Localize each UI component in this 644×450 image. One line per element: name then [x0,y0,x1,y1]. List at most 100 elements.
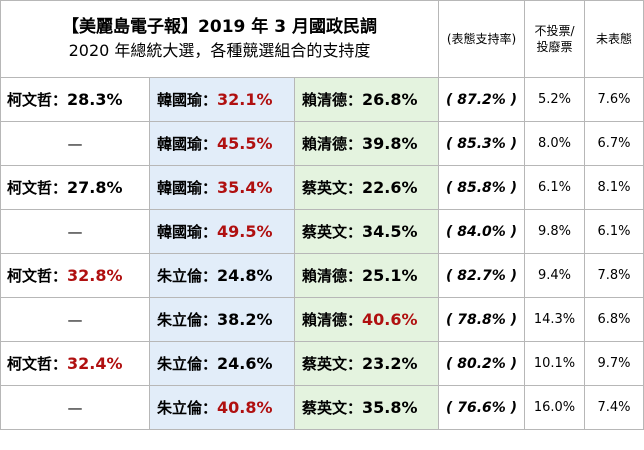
dpp-candidate-cell: 蔡英文：34.5% [293,209,440,254]
no-vote-cell: 9.8% [524,209,586,254]
ko-cell: 柯文哲：27.8% [0,165,150,210]
poll-results-table: 【美麗島電子報】2019 年 3 月國政民調 2020 年總統大選，各種競選組合… [0,0,644,430]
kmt-candidate-name: 韓國瑜： [157,223,218,241]
ko-name: 柯文哲： [7,355,68,373]
no-vote-cell: 10.1% [524,341,586,386]
ko-cell: 柯文哲：32.4% [0,341,150,386]
support-rate-cell: ( 82.7% ) [438,253,526,298]
undecided-cell: 6.7% [584,121,644,166]
ko-name: — [67,398,83,417]
ko-cell: — [0,297,150,342]
ko-percent: 28.3% [67,90,123,109]
undecided-cell: 7.6% [584,77,644,122]
dpp-candidate-cell: 賴清德：25.1% [293,253,440,298]
kmt-candidate-name: 朱立倫： [157,311,218,329]
kmt-candidate-cell: 韓國瑜：49.5% [149,209,295,254]
dpp-candidate-percent: 25.1% [362,266,418,285]
undecided-cell: 7.4% [584,385,644,430]
kmt-candidate-percent: 24.6% [217,354,273,373]
kmt-candidate-cell: 韓國瑜：32.1% [149,77,295,122]
kmt-candidate-percent: 32.1% [217,90,273,109]
table-row: — 韓國瑜：49.5% 蔡英文：34.5%( 84.0% ) 9.8% 6.1% [0,209,644,254]
support-rate-cell: ( 84.0% ) [438,209,526,254]
dpp-candidate-cell: 賴清德：26.8% [293,77,440,122]
no-vote-cell: 16.0% [524,385,586,430]
kmt-candidate-cell: 韓國瑜：45.5% [149,121,295,166]
no-vote-cell: 9.4% [524,253,586,298]
kmt-candidate-cell: 朱立倫：24.8% [149,253,295,298]
kmt-candidate-name: 朱立倫： [157,267,218,285]
dpp-candidate-percent: 26.8% [362,90,418,109]
undecided-cell: 9.7% [584,341,644,386]
kmt-candidate-name: 韓國瑜： [157,135,218,153]
no-vote-cell: 14.3% [524,297,586,342]
support-rate-cell: ( 85.3% ) [438,121,526,166]
dpp-candidate-percent: 34.5% [362,222,418,241]
ko-name: 柯文哲： [7,91,68,109]
kmt-candidate-percent: 45.5% [217,134,273,153]
kmt-candidate-percent: 35.4% [217,178,273,197]
kmt-candidate-percent: 38.2% [217,310,273,329]
dpp-candidate-name: 賴清德： [302,311,363,329]
dpp-candidate-percent: 39.8% [362,134,418,153]
ko-name: 柯文哲： [7,179,68,197]
header-no-vote-line-1: 不投票/ [534,24,575,38]
dpp-candidate-cell: 蔡英文：23.2% [293,341,440,386]
dpp-candidate-percent: 40.6% [362,310,418,329]
dpp-candidate-percent: 23.2% [362,354,418,373]
kmt-candidate-name: 韓國瑜： [157,91,218,109]
header-no-vote: 不投票/ 投廢票 [524,0,586,78]
ko-cell: — [0,121,150,166]
header-no-vote-line-2: 投廢票 [536,40,573,54]
ko-name: — [67,134,83,153]
ko-name: — [67,222,83,241]
ko-name: — [67,310,83,329]
ko-cell: 柯文哲：28.3% [0,77,150,122]
dpp-candidate-name: 蔡英文： [302,179,363,197]
support-rate-cell: ( 76.6% ) [438,385,526,430]
kmt-candidate-cell: 朱立倫：40.8% [149,385,295,430]
header-row: 【美麗島電子報】2019 年 3 月國政民調 2020 年總統大選，各種競選組合… [0,0,644,78]
dpp-candidate-name: 蔡英文： [302,399,363,417]
header-support-rate: (表態支持率) [438,0,526,78]
table-row: 柯文哲：27.8% 韓國瑜：35.4% 蔡英文：22.6%( 85.8% ) 6.1%… [0,165,644,210]
header-undecided: 未表態 [584,0,644,78]
no-vote-cell: 6.1% [524,165,586,210]
dpp-candidate-cell: 蔡英文：22.6% [293,165,440,210]
kmt-candidate-name: 朱立倫： [157,399,218,417]
title-line-2: 2020 年總統大選，各種競選組合的支持度 [68,41,371,60]
ko-cell: 柯文哲：32.8% [0,253,150,298]
dpp-candidate-name: 蔡英文： [302,223,363,241]
dpp-candidate-name: 賴清德： [302,91,363,109]
undecided-cell: 7.8% [584,253,644,298]
kmt-candidate-name: 韓國瑜： [157,179,218,197]
kmt-candidate-percent: 24.8% [217,266,273,285]
dpp-candidate-percent: 22.6% [362,178,418,197]
no-vote-cell: 5.2% [524,77,586,122]
ko-cell: — [0,209,150,254]
support-rate-cell: ( 85.8% ) [438,165,526,210]
kmt-candidate-cell: 朱立倫：24.6% [149,341,295,386]
table-row: 柯文哲：32.8% 朱立倫：24.8% 賴清德：25.1%( 82.7% ) 9.4%… [0,253,644,298]
title-line-1: 【美麗島電子報】2019 年 3 月國政民調 [62,17,377,37]
dpp-candidate-cell: 賴清德：40.6% [293,297,440,342]
support-rate-cell: ( 80.2% ) [438,341,526,386]
dpp-candidate-cell: 蔡英文：35.8% [293,385,440,430]
dpp-candidate-name: 賴清德： [302,135,363,153]
undecided-cell: 6.1% [584,209,644,254]
kmt-candidate-cell: 朱立倫：38.2% [149,297,295,342]
undecided-cell: 8.1% [584,165,644,210]
ko-percent: 32.4% [67,354,123,373]
dpp-candidate-name: 賴清德： [302,267,363,285]
ko-percent: 27.8% [67,178,123,197]
support-rate-cell: ( 87.2% ) [438,77,526,122]
kmt-candidate-percent: 49.5% [217,222,273,241]
kmt-candidate-name: 朱立倫： [157,355,218,373]
table-row: 柯文哲：32.4% 朱立倫：24.6% 蔡英文：23.2%( 80.2% ) 10.1… [0,341,644,386]
support-rate-cell: ( 78.8% ) [438,297,526,342]
ko-cell: — [0,385,150,430]
ko-percent: 32.8% [67,266,123,285]
ko-name: 柯文哲： [7,267,68,285]
kmt-candidate-percent: 40.8% [217,398,273,417]
table-row: — 朱立倫：40.8% 蔡英文：35.8%( 76.6% ) 16.0% 7.4% [0,385,644,430]
